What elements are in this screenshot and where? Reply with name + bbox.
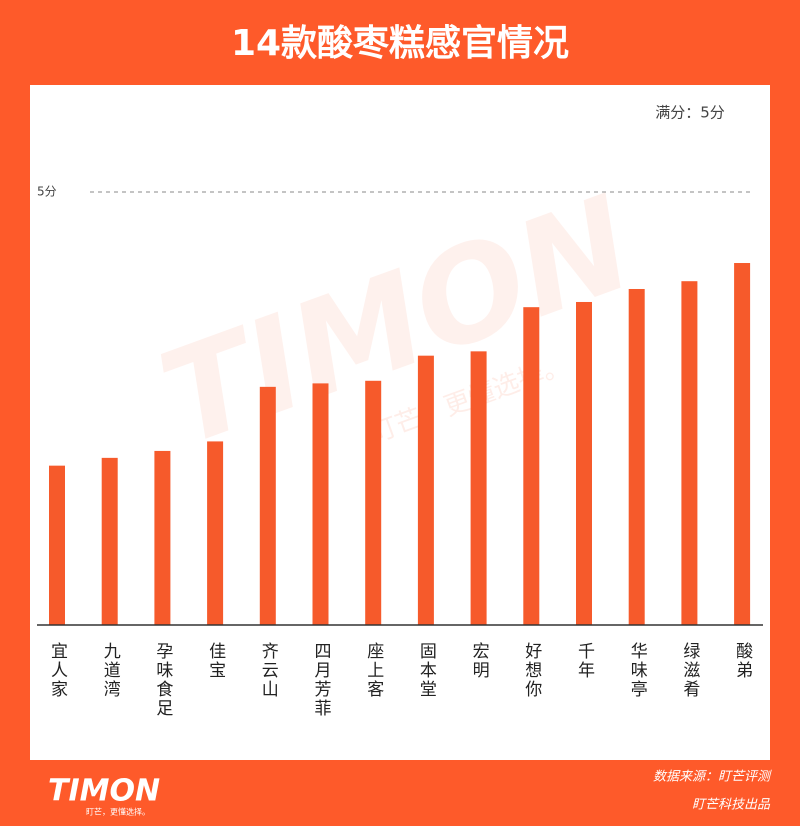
chart-title: 14款酸枣糕感官情况 [231, 23, 569, 64]
bar [470, 351, 487, 625]
bar [154, 450, 171, 625]
logo-slogan: 盯芒，更懂选择。 [86, 807, 150, 817]
producer: 盯芒科技出品 [692, 798, 771, 813]
x-tick-label: 绿滋肴 [679, 642, 700, 699]
x-tick-label: 九道湾 [100, 642, 121, 699]
bar [628, 288, 645, 625]
x-tick-label: 好想你 [521, 642, 542, 699]
y-tick-label: 5分 [37, 185, 57, 199]
x-tick-label: 四月芳菲 [311, 642, 332, 718]
x-tick-label: 华味亭 [627, 642, 648, 699]
bar [681, 281, 698, 625]
x-tick-label: 宏明 [469, 642, 490, 680]
bar [734, 263, 751, 625]
x-tick-label: 孕味食足 [152, 642, 173, 718]
x-tick-label: 齐云山 [258, 642, 279, 699]
bar [365, 380, 382, 625]
bar [312, 383, 329, 625]
bar [417, 355, 434, 625]
bar [576, 301, 592, 625]
x-tick-label: 酸弟 [732, 642, 753, 680]
logo: TIMON [48, 774, 160, 809]
bar [259, 386, 276, 625]
annotation: 满分：5分 [655, 104, 725, 122]
bar [207, 441, 224, 625]
source: 数据来源：盯芒评测 [653, 770, 772, 785]
x-tick-label: 千年 [574, 642, 595, 680]
bar [49, 465, 65, 625]
x-tick-label: 宜人家 [47, 642, 68, 699]
bar [101, 457, 118, 625]
x-tick-label: 固本堂 [416, 642, 437, 699]
plot-panel [30, 85, 770, 760]
x-tick-label: 佳宝 [205, 642, 226, 680]
bar [523, 307, 540, 625]
x-tick-label: 座上客 [363, 642, 384, 699]
